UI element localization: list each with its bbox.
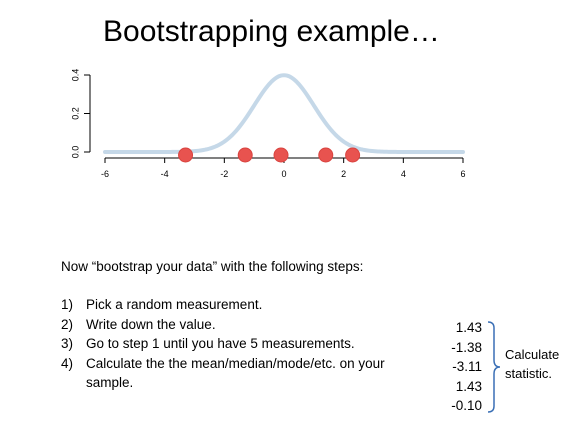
step-item: 4) Calculate the the mean/median/mode/etc… <box>61 354 385 374</box>
x-tick-label: 0 <box>281 169 286 179</box>
sample-points <box>178 147 361 163</box>
steps-list: 1) Pick a random measurement. 2) Write dow… <box>61 295 385 393</box>
intro-text: Now “bootstrap your data” with the follo… <box>61 259 364 274</box>
sampled-value: -3.11 <box>452 359 482 374</box>
step-item: 3) Go to step 1 until you have 5 measurem… <box>61 334 385 354</box>
step-text: Pick a random measurement. <box>86 297 263 312</box>
x-tick-label: 6 <box>460 169 465 179</box>
y-tick-label: 0.0 <box>70 146 80 159</box>
x-tick-label: -4 <box>161 169 169 179</box>
step-text: Go to step 1 until you have 5 measuremen… <box>86 336 355 351</box>
y-axis: 0.0 0.2 0.4 <box>70 69 91 159</box>
step-text: Write down the value. <box>86 316 216 332</box>
sample-point <box>318 147 334 163</box>
y-tick-label: 0.4 <box>70 69 80 82</box>
sampled-value: 1.43 <box>455 320 482 335</box>
step-item: sample. <box>61 373 385 393</box>
density-curve <box>103 73 465 154</box>
slide-title: Bootstrapping example… <box>103 15 440 48</box>
density-plot: 0.0 0.2 0.4 -6 -4 -2 0 2 4 6 <box>70 69 465 179</box>
sample-point <box>345 147 361 163</box>
x-tick-label: 4 <box>401 169 406 179</box>
x-tick-label: 2 <box>341 169 346 179</box>
calculate-statistic-label: Calculate statistic. <box>505 347 560 381</box>
right-bracket <box>487 321 501 413</box>
y-tick-label: 0.2 <box>70 107 80 120</box>
x-tick-label: -2 <box>220 169 228 179</box>
step-text: sample. <box>86 375 134 390</box>
sampled-value: -0.10 <box>451 398 482 413</box>
sample-point <box>273 147 289 163</box>
step-number: 1) <box>61 297 74 312</box>
sampled-value: 1.43 <box>455 378 482 394</box>
step-text: Calculate the the mean/median/mode/etc. … <box>86 355 385 371</box>
sampled-value: -1.38 <box>451 339 482 355</box>
step-item: 1) Pick a random measurement. <box>61 295 385 315</box>
sample-point <box>178 147 194 163</box>
step-item: 2) Write down the value. <box>61 315 385 335</box>
sampled-values: 1.43 -1.38 -3.11 1.43 -0.10 <box>430 318 482 416</box>
sample-point <box>237 147 253 163</box>
step-number: 3) <box>61 336 74 351</box>
x-tick-label: -6 <box>101 169 109 179</box>
step-number: 2) <box>61 316 74 332</box>
step-number: 4) <box>61 355 74 371</box>
